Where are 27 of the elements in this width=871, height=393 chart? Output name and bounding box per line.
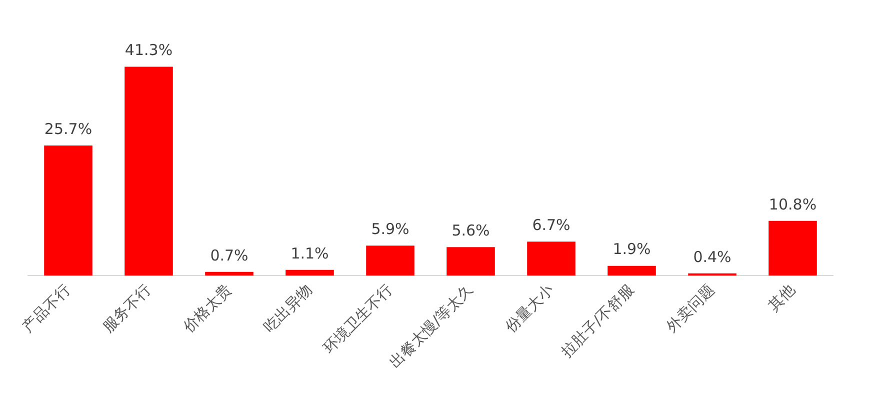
data-label: 5.9% [371,220,410,238]
x-tick-label: 价格太贵 [178,280,235,337]
bar [608,266,656,276]
x-tick-label: 外卖问题 [662,280,718,336]
x-tick-label: 份量大小 [502,280,557,336]
bar [124,66,173,276]
data-label: 5.6% [452,222,490,240]
bar [768,220,817,276]
data-label: 0.4% [693,248,732,266]
bar [286,270,334,276]
bar [446,247,495,276]
data-label: 6.7% [532,216,570,234]
data-label: 10.8% [768,195,817,214]
x-tick-label: 吃出异物 [260,280,316,336]
data-label: 41.3% [124,41,173,60]
data-label: 25.7% [44,120,92,138]
bar [527,242,576,276]
x-tick-label: 其他 [764,280,798,315]
x-tick-label: 产品不行 [18,280,74,336]
data-label: 1.9% [612,240,651,258]
bar [205,272,254,276]
bar [44,146,92,276]
data-label: 1.1% [290,244,329,262]
x-tick-label: 服务不行 [99,280,154,336]
bar [366,246,414,276]
x-tick-label: 拉肚子/不舒服 [557,280,638,361]
data-label: 0.7% [210,246,248,264]
